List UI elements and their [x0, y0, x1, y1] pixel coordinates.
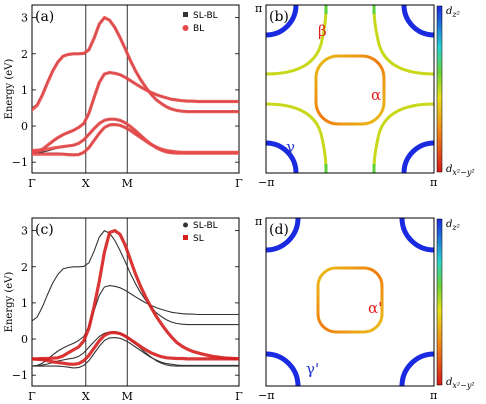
ytick-label-0: −1	[12, 156, 28, 169]
fs-d-gamma-tl	[266, 218, 301, 253]
ytick-label-1: 0	[21, 120, 28, 133]
panel-b-label: (b)	[269, 9, 289, 25]
pocket-b-gamma: γ	[286, 138, 295, 156]
panel-d-label: (d)	[269, 222, 289, 238]
panel-b-xtick-minus-pi: −π	[258, 176, 274, 189]
panel-d: (d) α' γ' π −π π dz² dx²−y²	[255, 215, 475, 402]
colorbar-b	[436, 5, 443, 173]
band-sl-bl-1	[32, 285, 239, 367]
ytick-label-2: 1	[21, 84, 28, 97]
band-bl-4	[32, 16, 239, 114]
band-sl-bl-0	[32, 17, 239, 113]
xtick-label-3: Γ	[235, 390, 243, 403]
xtick-label-2: M	[122, 390, 133, 403]
colorbar-d-top-d: d	[446, 219, 452, 230]
xtick-label-0: Γ	[28, 177, 36, 190]
band-sl-bl-3	[32, 337, 239, 369]
fs-b-beta-green-t	[324, 5, 376, 14]
ytick-label-2: 1	[21, 297, 28, 310]
xtick-label-2: M	[122, 177, 133, 190]
legend-a-marker-0	[183, 12, 188, 17]
panel-d-xtick-minus-pi: −π	[258, 389, 274, 402]
band-sl-5	[32, 330, 239, 366]
legend-c-label-1: SL	[193, 234, 204, 244]
ytick-label-0: −1	[12, 369, 28, 382]
panel-b-bg	[266, 5, 434, 173]
ytick-label-3: 2	[21, 48, 28, 61]
fs-d-gamma-br	[399, 351, 434, 386]
panel-d-xtick-pi: π	[430, 389, 437, 402]
pocket-d-gamma: γ'	[306, 360, 319, 378]
fs-b-gamma-tr	[401, 5, 434, 38]
pocket-b-beta: β	[318, 22, 327, 40]
ytick-label-1: 0	[21, 333, 28, 346]
panel-d-frame	[265, 217, 435, 387]
panel-d-ytick-pi: π	[255, 215, 262, 228]
panel-d-fermi-surface	[266, 218, 434, 386]
panel-a-series	[32, 16, 239, 157]
legend-c-marker-1	[183, 235, 188, 240]
colorbar-b-top-d: d	[446, 6, 452, 17]
panel-c-ylabel: Energy (eV)	[4, 272, 15, 333]
colorbar-d-top-sub: z²	[451, 223, 459, 232]
legend-a-label-1: BL	[193, 24, 204, 34]
xtick-label-1: X	[82, 177, 90, 190]
panel-c-label: (c)	[35, 222, 54, 238]
fs-d-alpha	[316, 266, 384, 334]
colorbar-b-bottom-label: dx²−y²	[446, 164, 475, 177]
pocket-b-alpha: α	[371, 86, 381, 104]
colorbar-d-bottom-sub: x²−y²	[452, 381, 474, 390]
panel-a-frame	[31, 4, 240, 174]
legend-c-label-0: SL-BL	[193, 221, 218, 231]
fs-b-alpha	[314, 54, 386, 126]
panel-a-vlines	[85, 5, 128, 173]
xtick-label-0: Γ	[28, 390, 36, 403]
fs-d-gamma-bl	[266, 351, 301, 386]
colorbar-b-top-sub: z²	[451, 10, 459, 19]
panel-b-frame	[265, 4, 435, 174]
band-sl-bl-0	[32, 230, 239, 326]
legend-a-label-0: SL-BL	[193, 11, 218, 21]
colorbar-b-bottom-sub: x²−y²	[452, 168, 474, 177]
colorbar-d-bottom-label: dx²−y²	[446, 377, 475, 390]
fs-b-beta-green-b	[324, 164, 376, 173]
panel-c-legend: SL-BL SL	[183, 221, 218, 244]
band-sl-bl-2	[32, 331, 239, 367]
legend-c-marker-0	[183, 222, 188, 228]
pocket-d-alpha: α'	[368, 299, 382, 317]
xtick-label-3: Γ	[235, 177, 243, 190]
colorbar-d	[436, 218, 443, 386]
band-sl-4	[32, 229, 239, 361]
fs-b-gamma-bl	[266, 140, 299, 173]
panel-d-bg	[266, 218, 434, 386]
ytick-label-4: 3	[21, 225, 28, 238]
colorbar-d-bottom-d: d	[446, 377, 452, 388]
legend-a-marker-1	[182, 25, 189, 31]
panel-b: (b) β α γ π −π π dz² dx²−y²	[255, 2, 475, 189]
fs-d-gamma-tr	[399, 218, 434, 253]
panel-a-ylabel: Energy (eV)	[4, 59, 15, 120]
panel-b-fermi-surface	[266, 5, 434, 173]
ytick-label-3: 2	[21, 261, 28, 274]
band-bl-7	[32, 122, 239, 157]
panel-a-label: (a)	[35, 9, 54, 25]
panel-c-series	[32, 229, 239, 369]
fs-b-gamma-tl	[266, 5, 299, 38]
panel-c-frame	[31, 217, 240, 387]
panel-a-legend: SL-BL BL	[182, 11, 218, 34]
colorbar-d-top-label: dz²	[446, 219, 460, 232]
panel-b-ytick-pi: π	[255, 2, 262, 15]
ytick-label-4: 3	[21, 12, 28, 25]
band-bl-5	[32, 70, 239, 154]
colorbar-b-bottom-d: d	[446, 164, 452, 175]
fs-b-gamma-br	[401, 140, 434, 173]
colorbar-b-top-label: dz²	[446, 6, 460, 19]
xtick-label-1: X	[82, 390, 90, 403]
panel-b-xtick-pi: π	[430, 176, 437, 189]
